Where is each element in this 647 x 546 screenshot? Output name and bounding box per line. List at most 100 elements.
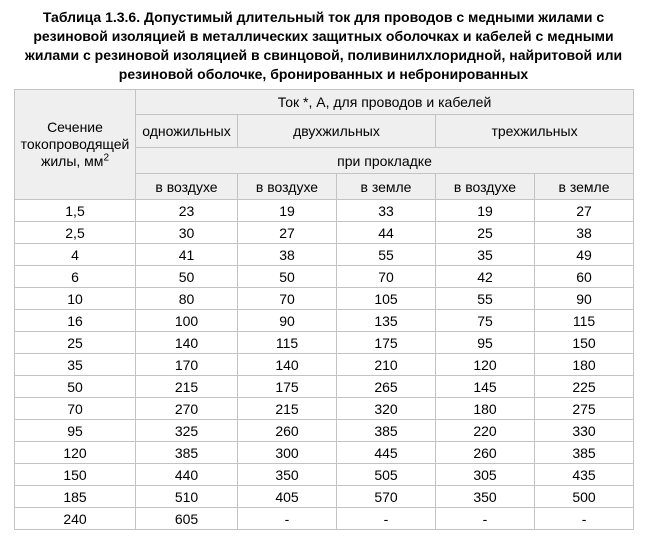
cell-value: 330 — [533, 419, 635, 442]
cell-value: 605 — [135, 507, 238, 530]
table-row: 2,5 30 27 44 25 38 — [14, 221, 635, 244]
cell-value: 175 — [336, 331, 436, 354]
cell-value: 80 — [135, 287, 238, 310]
cell-value: 300 — [237, 441, 337, 464]
cell-value: 135 — [336, 309, 436, 332]
cell-value: 445 — [336, 441, 436, 464]
cell-value: 105 — [336, 287, 436, 310]
cell-value: 23 — [135, 199, 238, 222]
cell-section: 95 — [14, 419, 136, 442]
cell-section: 16 — [14, 309, 136, 332]
cell-value: 70 — [237, 287, 337, 310]
cell-value: 215 — [135, 375, 238, 398]
cell-value: 25 — [435, 221, 535, 244]
cell-value: 100 — [135, 309, 238, 332]
table-row: 185 510 405 570 350 500 — [14, 485, 635, 508]
cell-value: 41 — [135, 243, 238, 266]
cell-value: 215 — [237, 397, 337, 420]
cell-value: 220 — [435, 419, 535, 442]
table-header: Сечение токопроводящей жилы, мм2 Ток *, … — [14, 89, 635, 200]
cell-value: 145 — [435, 375, 535, 398]
cell-value: 27 — [533, 199, 635, 222]
cell-section: 6 — [14, 265, 136, 288]
table-row: 120 385 300 445 260 385 — [14, 441, 635, 464]
table-row: 16 100 90 135 75 115 — [14, 309, 635, 332]
cell-section: 2,5 — [14, 221, 136, 244]
table-row: 150 440 350 505 305 435 — [14, 463, 635, 486]
header-two-core: двухжильных — [237, 114, 436, 148]
header-row-laying: при прокладке — [15, 147, 635, 174]
current-ratings-table: Сечение токопроводящей жилы, мм2 Ток *, … — [14, 89, 635, 530]
header-three-core: трехжильных — [434, 114, 635, 148]
table-row: 95 325 260 385 220 330 — [14, 419, 635, 442]
cell-section: 4 — [14, 243, 136, 266]
cell-value: 60 — [533, 265, 635, 288]
cell-value: 170 — [135, 353, 238, 376]
header-in-air-2: в воздухе — [237, 173, 337, 200]
cell-value: 180 — [435, 397, 535, 420]
cross-section-label: Сечение токопроводящей жилы, мм — [20, 119, 130, 169]
header-in-air-3: в воздухе — [435, 173, 535, 200]
cell-section: 240 — [14, 507, 136, 530]
cell-section: 1,5 — [14, 199, 136, 222]
header-row-groups: одножильных двухжильных трехжильных — [15, 114, 635, 148]
cell-value: 405 — [237, 485, 337, 508]
cell-value: 44 — [336, 221, 436, 244]
cell-value: 320 — [336, 397, 436, 420]
cell-value: 50 — [135, 265, 238, 288]
table-row: 6 50 50 70 42 60 — [14, 265, 635, 288]
cell-value: 180 — [533, 353, 635, 376]
cell-value: 570 — [336, 485, 436, 508]
cell-value: 90 — [237, 309, 337, 332]
table-title: Таблица 1.3.6. Допустимый длительный ток… — [24, 9, 623, 82]
cell-value: 385 — [336, 419, 436, 442]
cell-value: 265 — [336, 375, 436, 398]
cell-value: 115 — [237, 331, 337, 354]
cell-value: 260 — [237, 419, 337, 442]
table-row: 25 140 115 175 95 150 — [14, 331, 635, 354]
cell-value: 70 — [336, 265, 436, 288]
header-row-sub: в воздухе в воздухе в земле в воздухе в … — [15, 173, 635, 200]
cell-value: 305 — [435, 463, 535, 486]
table-body: 1,5 23 19 33 19 27 2,5 30 27 44 25 38 4 … — [14, 199, 635, 530]
header-current: Ток *, А, для проводов и кабелей — [134, 89, 635, 115]
cell-value: - — [533, 507, 635, 530]
cell-section: 10 — [14, 287, 136, 310]
cell-value: 440 — [135, 463, 238, 486]
cell-value: 325 — [135, 419, 238, 442]
table-row: 70 270 215 320 180 275 — [14, 397, 635, 420]
cell-value: 140 — [135, 331, 238, 354]
cell-value: 27 — [237, 221, 337, 244]
cell-value: 435 — [533, 463, 635, 486]
cell-value: 260 — [435, 441, 535, 464]
cell-value: 500 — [533, 485, 635, 508]
cross-section-sup: 2 — [103, 152, 109, 164]
cell-value: 42 — [435, 265, 535, 288]
cell-value: 385 — [533, 441, 635, 464]
table-row: 4 41 38 55 35 49 — [14, 243, 635, 266]
cell-value: 38 — [533, 221, 635, 244]
cell-section: 25 — [14, 331, 136, 354]
cell-value: 225 — [533, 375, 635, 398]
cell-value: 270 — [135, 397, 238, 420]
cell-section: 150 — [14, 463, 136, 486]
cell-value: 120 — [435, 353, 535, 376]
cell-value: 140 — [237, 353, 337, 376]
cell-value: 385 — [135, 441, 238, 464]
cell-section: 35 — [14, 353, 136, 376]
cell-value: 75 — [435, 309, 535, 332]
cell-value: 19 — [237, 199, 337, 222]
table-row: 240 605 - - - - — [14, 507, 635, 530]
cell-value: 350 — [237, 463, 337, 486]
cell-value: 19 — [435, 199, 535, 222]
header-cross-section: Сечение токопроводящей жилы, мм2 — [14, 89, 136, 200]
cell-value: 275 — [533, 397, 635, 420]
cell-value: 510 — [135, 485, 238, 508]
cell-value: 95 — [435, 331, 535, 354]
cell-section: 120 — [14, 441, 136, 464]
header-in-ground-1: в земле — [336, 173, 436, 200]
table-row: 35 170 140 210 120 180 — [14, 353, 635, 376]
cell-value: - — [336, 507, 436, 530]
cell-value: 90 — [533, 287, 635, 310]
